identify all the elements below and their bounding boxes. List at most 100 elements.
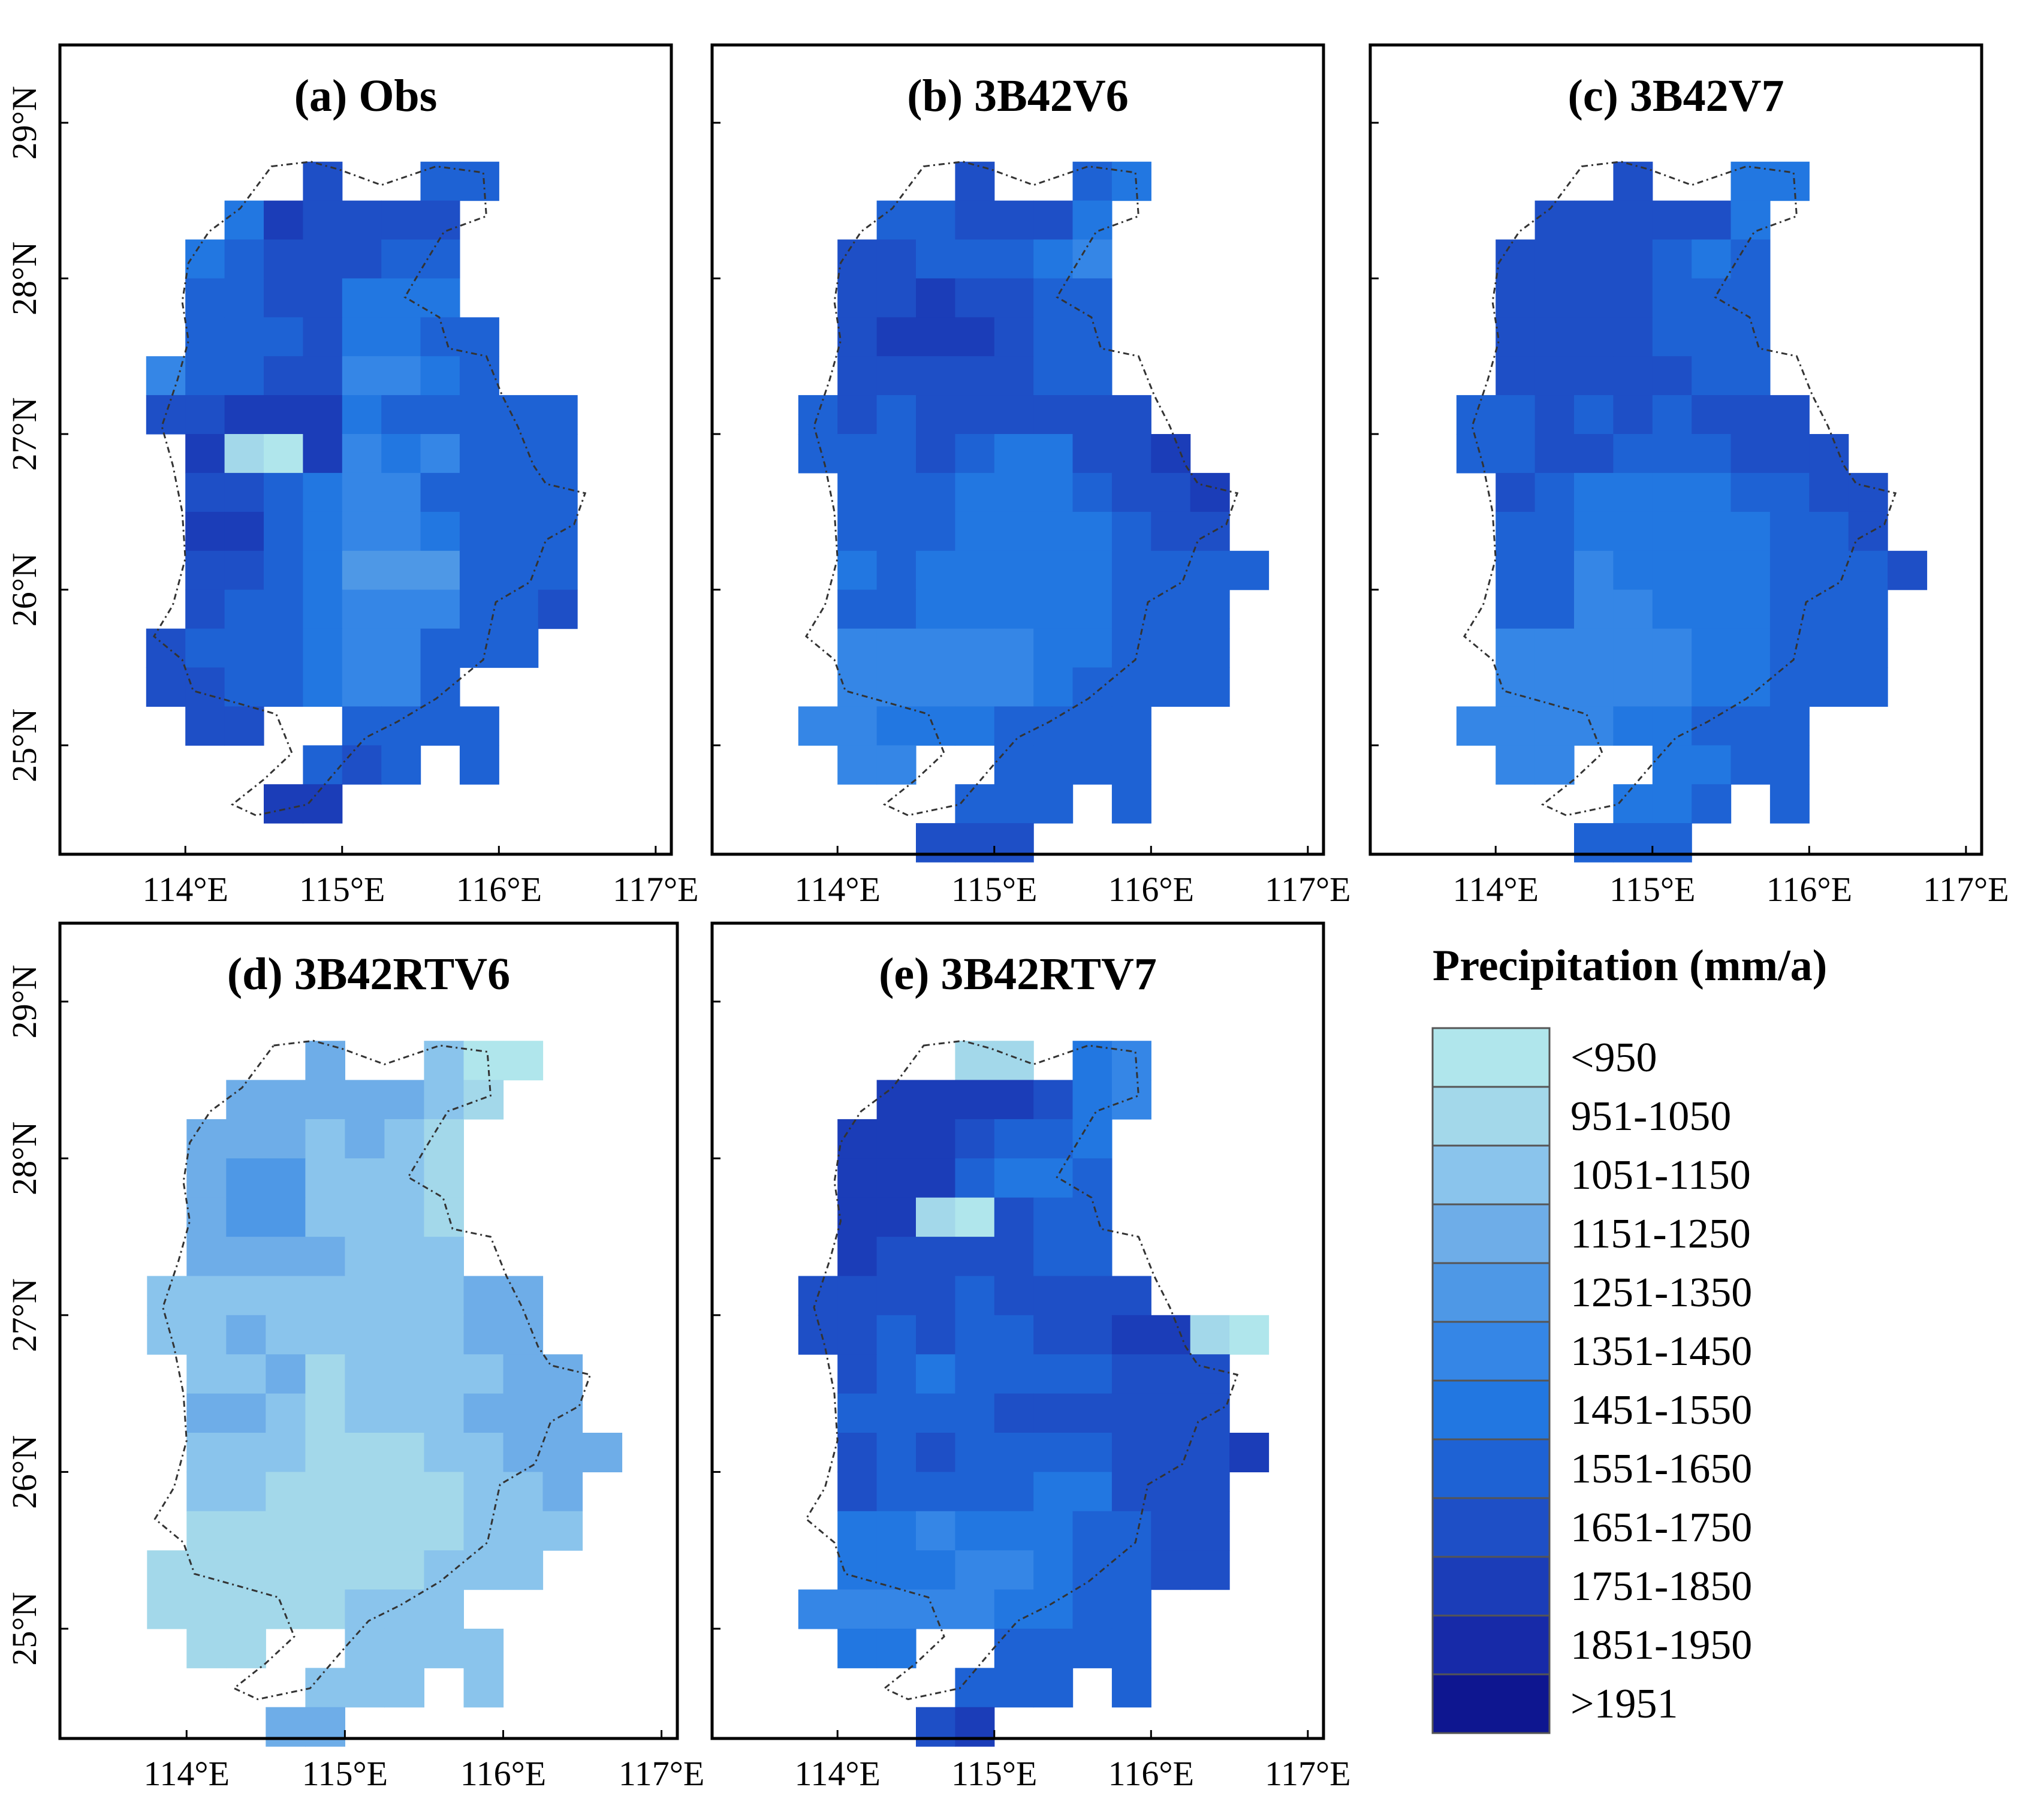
grid-cell — [1190, 589, 1230, 629]
grid-cell — [266, 1237, 306, 1277]
grid-cell — [459, 472, 499, 513]
grid-cell — [1496, 745, 1536, 785]
grid-cell — [463, 1080, 504, 1120]
grid-cell — [381, 511, 421, 552]
grid-cell — [264, 628, 303, 668]
grid-cell — [1072, 511, 1113, 552]
grid-cell — [1652, 395, 1692, 435]
grid-cell — [916, 1276, 955, 1316]
x-tick-label: 116°E — [1766, 870, 1852, 909]
legend-swatch — [1431, 1086, 1551, 1147]
grid-cell — [1033, 1158, 1074, 1198]
grid-cell — [1033, 1393, 1074, 1433]
grid-cell — [1534, 395, 1575, 435]
grid-cell — [837, 1276, 878, 1316]
grid-cell — [994, 278, 1034, 318]
grid-cell — [1534, 589, 1575, 629]
grid-cell — [226, 1276, 266, 1316]
grid-cell — [266, 1433, 306, 1472]
grid-cell — [1692, 278, 1732, 318]
grid-cell — [264, 784, 303, 824]
grid-cell — [420, 472, 460, 513]
grid-cell — [1574, 278, 1614, 318]
grid-cell — [1730, 472, 1771, 513]
grid-cell — [1534, 628, 1575, 668]
grid-cell — [186, 1158, 227, 1198]
grid-cell — [1033, 434, 1074, 474]
grid-cell — [224, 239, 264, 279]
grid-cell — [305, 1511, 345, 1551]
grid-cell — [955, 511, 995, 552]
grid-cell — [876, 356, 916, 396]
grid-cell — [305, 1237, 345, 1277]
grid-cell — [305, 1433, 345, 1472]
grid-cell — [226, 1197, 266, 1237]
grid-cell — [1613, 278, 1653, 318]
grid-cell — [994, 823, 1034, 863]
grid-cell — [384, 1197, 424, 1237]
grid-cell — [224, 628, 264, 668]
grid-cell — [1769, 434, 1810, 474]
grid-cell — [463, 1041, 504, 1081]
grid-cell — [1496, 550, 1536, 590]
grid-cell — [994, 472, 1034, 513]
legend-label: 1451-1550 — [1570, 1387, 1752, 1433]
grid-cell — [1613, 161, 1653, 201]
grid-cell — [1190, 1472, 1230, 1512]
grid-cell — [1229, 1315, 1270, 1355]
grid-cell — [1072, 667, 1113, 707]
grid-cell — [1190, 628, 1230, 668]
grid-cell — [1072, 434, 1113, 474]
grid-cell — [499, 434, 539, 474]
grid-cell — [1190, 667, 1230, 707]
grid-cell — [224, 511, 264, 552]
grid-cell — [226, 1119, 266, 1159]
grid-cell — [1848, 511, 1888, 552]
grid-cell — [226, 1628, 266, 1668]
grid-cell — [837, 472, 878, 513]
grid-cell — [1496, 239, 1536, 279]
grid-cell — [1072, 1237, 1113, 1277]
grid-cell — [876, 550, 916, 590]
tick-layer: 114°E 115°E 116°E 117°E — [712, 122, 1351, 909]
grid-cell — [147, 1315, 187, 1355]
grid-cell — [1033, 1237, 1074, 1277]
grid-cell — [1652, 511, 1692, 552]
grid-cell — [916, 550, 955, 590]
panel-title: (b) 3B42V6 — [907, 71, 1128, 121]
grid-cell — [1033, 550, 1074, 590]
grid-cell — [1072, 1589, 1113, 1629]
grid-cell — [503, 1472, 544, 1512]
grid-cell — [1111, 589, 1151, 629]
legend: Precipitation (mm/a) <950 951-1050 1051-11… — [1431, 941, 1827, 1734]
grid-cell — [305, 1707, 345, 1747]
grid-cell — [955, 1158, 995, 1198]
grid-cell — [186, 1393, 227, 1433]
x-tick-label: 117°E — [1265, 1754, 1350, 1793]
grid-cell — [1072, 1628, 1113, 1668]
grid-cell — [955, 1511, 995, 1551]
grid-cell — [185, 239, 225, 279]
grid-cell — [955, 589, 995, 629]
grid-cell — [916, 317, 955, 357]
grid-cell — [1848, 628, 1888, 668]
grid-cell — [1111, 667, 1151, 707]
grid-cell — [342, 550, 382, 590]
x-tick-label: 116°E — [1108, 870, 1194, 909]
grid-cell — [1652, 706, 1692, 746]
grid-cell — [1534, 550, 1575, 590]
grid-cell — [264, 395, 303, 435]
grid-cell — [224, 706, 264, 746]
grid-cell — [1809, 472, 1849, 513]
grid-cell — [1111, 628, 1151, 668]
grid-cell — [1496, 278, 1536, 318]
grid-cell — [955, 317, 995, 357]
panel-title: (a) Obs — [294, 71, 438, 121]
grid-cell — [226, 1393, 266, 1433]
x-tick-label: 117°E — [619, 1754, 704, 1793]
grid-cell — [384, 1276, 424, 1316]
grid-cell — [1111, 1276, 1151, 1316]
grid-cell — [1111, 1354, 1151, 1394]
grid-cell — [955, 1668, 995, 1708]
grid-cell — [955, 200, 995, 240]
